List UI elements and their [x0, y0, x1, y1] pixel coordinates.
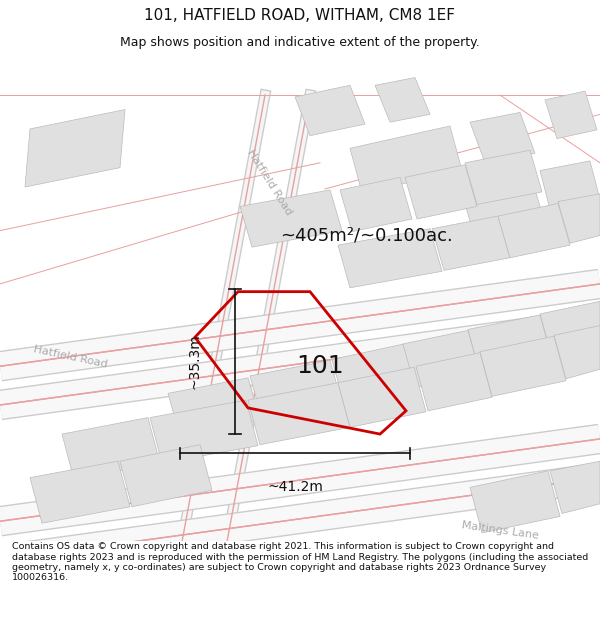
Text: Hatfield Road: Hatfield Road	[246, 148, 294, 217]
Polygon shape	[432, 216, 510, 271]
Polygon shape	[480, 336, 566, 396]
Polygon shape	[62, 418, 160, 479]
Polygon shape	[240, 190, 342, 247]
Text: ~41.2m: ~41.2m	[267, 481, 323, 494]
Polygon shape	[465, 150, 542, 204]
Polygon shape	[403, 331, 480, 388]
Text: Maltings Lane: Maltings Lane	[461, 521, 539, 541]
Polygon shape	[470, 471, 560, 533]
Polygon shape	[550, 461, 600, 514]
Polygon shape	[30, 461, 130, 523]
Polygon shape	[558, 194, 600, 243]
Polygon shape	[338, 368, 426, 428]
Polygon shape	[250, 361, 342, 419]
Polygon shape	[338, 229, 442, 288]
Polygon shape	[168, 378, 260, 436]
Text: Contains OS data © Crown copyright and database right 2021. This information is : Contains OS data © Crown copyright and d…	[12, 542, 588, 582]
Polygon shape	[540, 301, 600, 356]
Polygon shape	[460, 173, 542, 228]
Text: Hatfield Road: Hatfield Road	[32, 344, 108, 369]
Polygon shape	[340, 177, 412, 232]
Polygon shape	[405, 165, 477, 219]
Polygon shape	[150, 400, 258, 463]
Polygon shape	[498, 204, 570, 258]
Polygon shape	[416, 352, 492, 411]
Polygon shape	[554, 326, 600, 379]
Polygon shape	[470, 112, 535, 162]
Text: Map shows position and indicative extent of the property.: Map shows position and indicative extent…	[120, 36, 480, 49]
Polygon shape	[120, 445, 212, 507]
Text: ~405m²/~0.100ac.: ~405m²/~0.100ac.	[280, 226, 453, 244]
Polygon shape	[248, 382, 350, 445]
Polygon shape	[375, 78, 430, 122]
Polygon shape	[295, 85, 365, 136]
Polygon shape	[540, 161, 600, 209]
Polygon shape	[350, 126, 462, 193]
Polygon shape	[545, 91, 597, 139]
Polygon shape	[332, 344, 416, 403]
Text: 101: 101	[296, 354, 344, 378]
Text: 101, HATFIELD ROAD, WITHAM, CM8 1EF: 101, HATFIELD ROAD, WITHAM, CM8 1EF	[145, 8, 455, 23]
Polygon shape	[25, 109, 125, 187]
Polygon shape	[468, 315, 552, 373]
Text: ~35.3m: ~35.3m	[188, 334, 202, 389]
